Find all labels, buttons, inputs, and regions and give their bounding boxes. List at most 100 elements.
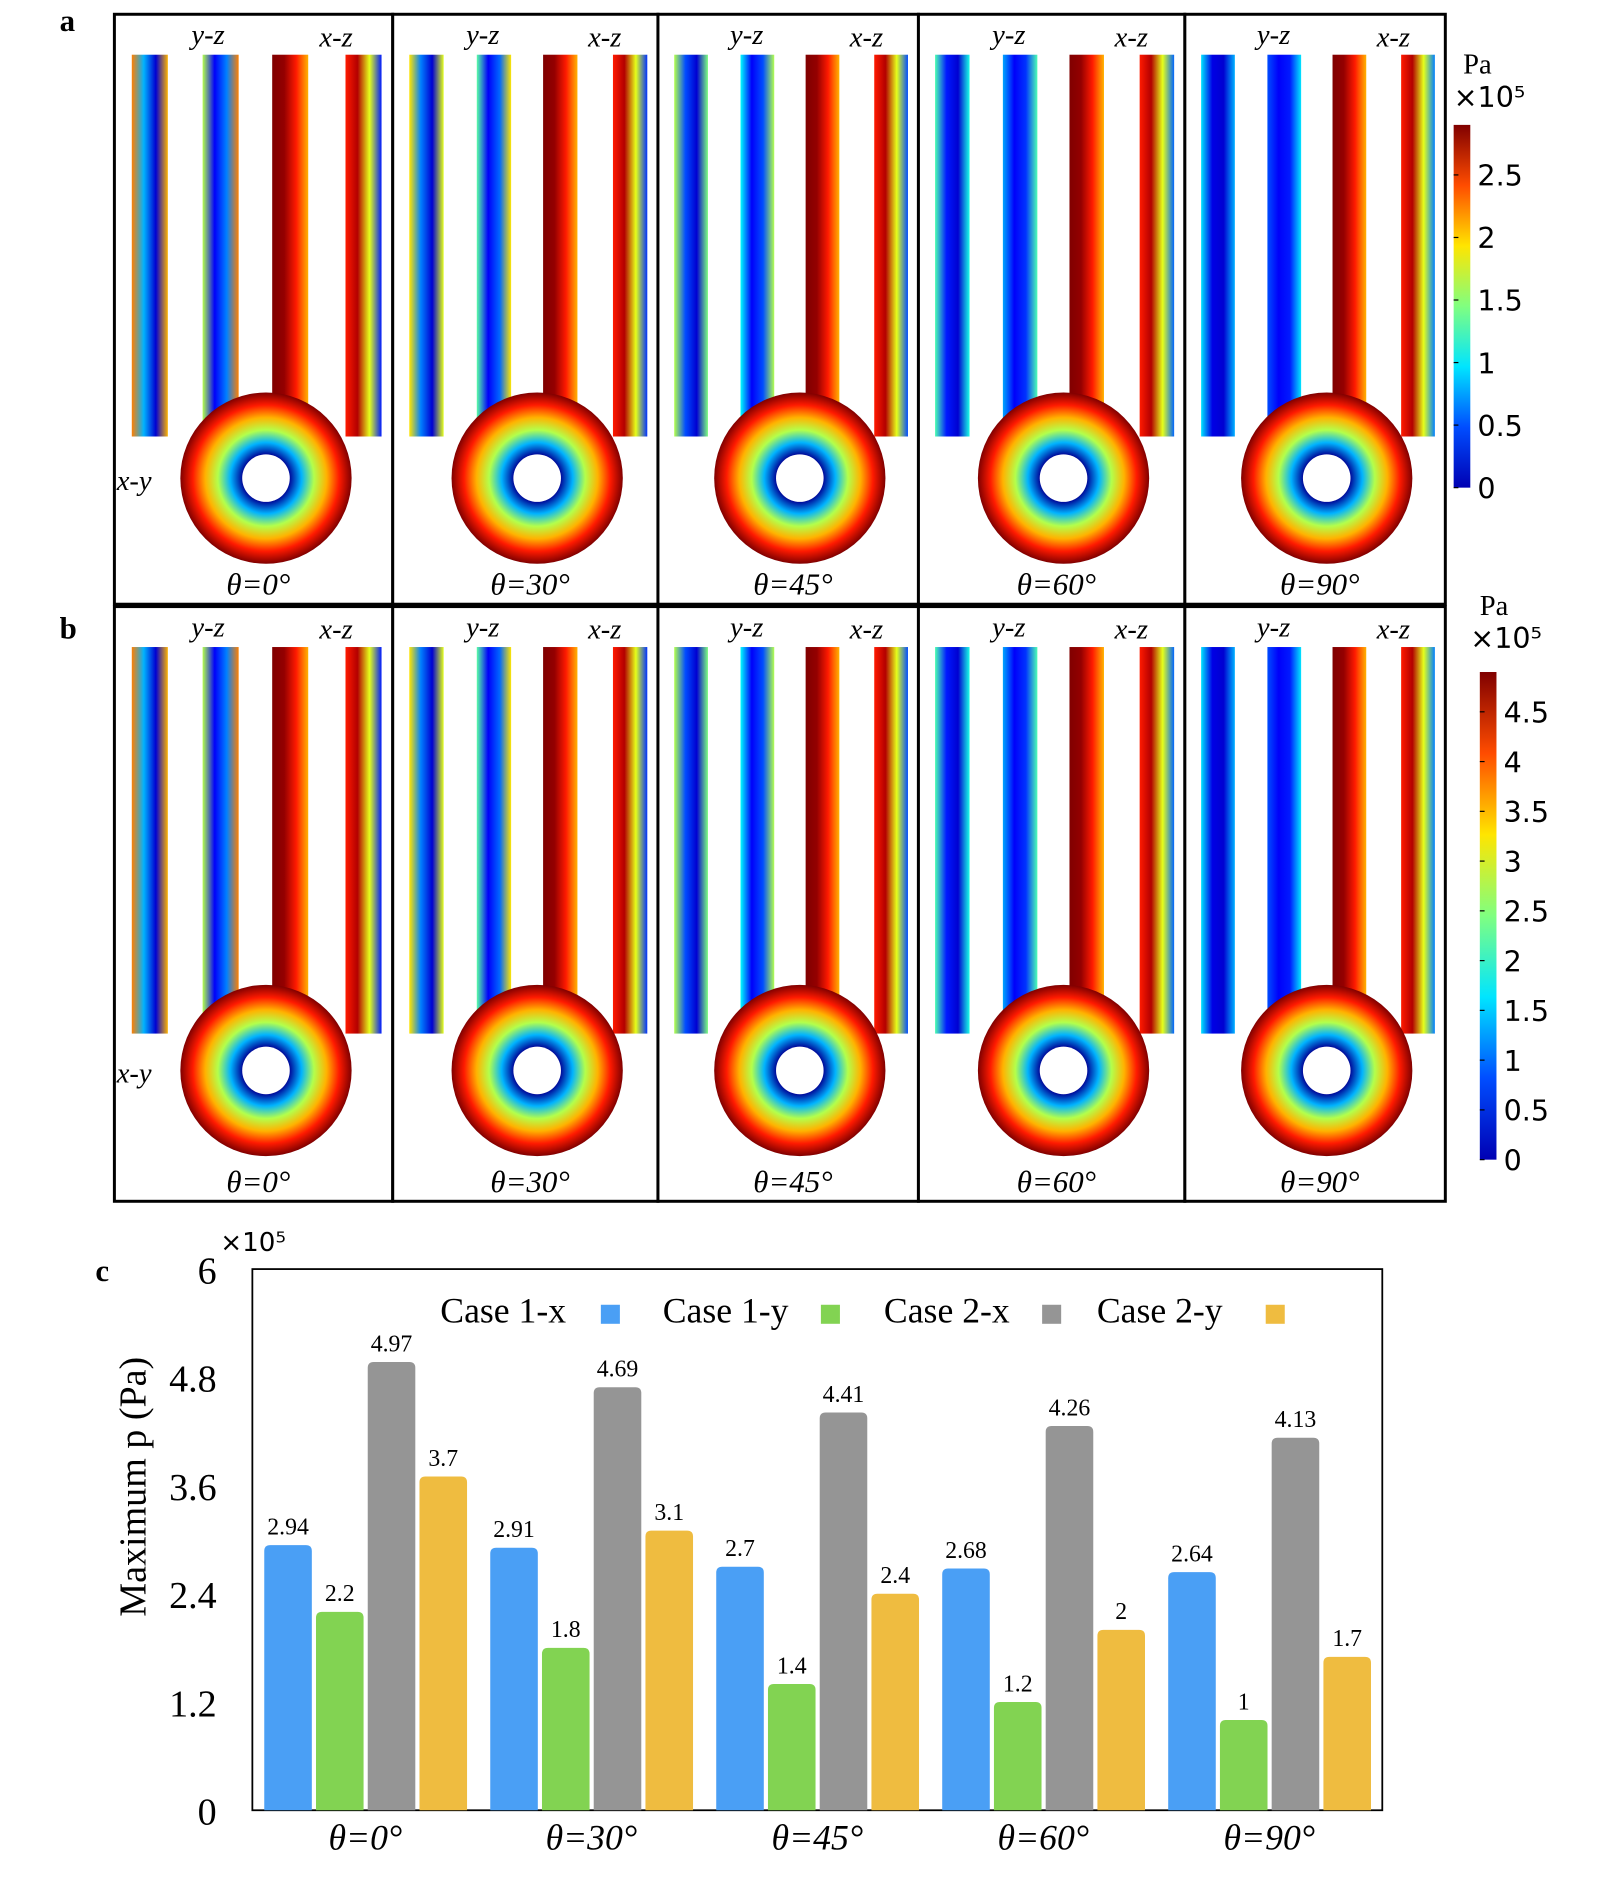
angle-label: θ=0° xyxy=(226,567,290,602)
b-panel-0: y-z x-z x-y θ=0° xyxy=(112,605,395,1203)
bar-value-label: 4.41 xyxy=(823,1382,865,1408)
bar-value-label: 2 xyxy=(1115,1599,1127,1625)
yz-section-strip xyxy=(131,647,168,1034)
bar-value-label: 4.13 xyxy=(1275,1407,1317,1433)
xz-label: x-z xyxy=(318,615,352,646)
ring-hole xyxy=(242,454,290,502)
legend-swatch xyxy=(1042,1304,1062,1324)
colorbar-gradient xyxy=(1479,672,1497,1160)
bar-value-label: 2.2 xyxy=(325,1581,355,1607)
bar-case-1-y xyxy=(541,1647,590,1811)
colorbar-tick-label: 0.5 xyxy=(1477,410,1522,443)
colorbar-tick-label: 1.5 xyxy=(1504,995,1549,1028)
colorbar-tick-label: 1 xyxy=(1477,347,1495,380)
bar-case-2-y xyxy=(1323,1656,1371,1811)
a-panel-4: y-z x-z θ=90° xyxy=(1183,12,1447,606)
xz-section-strip xyxy=(1139,54,1175,437)
xy-label: x-y xyxy=(116,466,152,497)
a-panel-3: y-z x-z θ=60° xyxy=(916,12,1187,606)
yz-label: y-z xyxy=(463,612,499,643)
panel-b-contours: y-z x-z x-y θ=0° y-z x-z θ=30° y-z x-z θ=45° y-z x-… xyxy=(112,605,1447,1203)
colorbar-scale: ×10⁵ xyxy=(1454,81,1526,114)
angle-label: θ=30° xyxy=(490,567,569,602)
angle-label: θ=90° xyxy=(1280,1164,1359,1199)
yz-section-strip xyxy=(1201,647,1235,1034)
bar-case-1-x xyxy=(264,1545,312,1811)
xy-label: x-y xyxy=(116,1058,152,1089)
xz-label: x-z xyxy=(1376,615,1410,646)
x-tick-label: θ=45° xyxy=(772,1818,864,1858)
xz-section-strip xyxy=(272,54,309,437)
bar-case-2-x xyxy=(593,1387,642,1811)
bar-case-2-y xyxy=(1097,1629,1146,1811)
bar-value-label: 1.7 xyxy=(1332,1626,1362,1652)
y-scale-label: ×10⁵ xyxy=(220,1228,286,1258)
xz-label: x-z xyxy=(318,22,352,53)
bar-case-2-y xyxy=(871,1593,920,1811)
x-tick-label: θ=0° xyxy=(329,1818,403,1858)
yz-section-strip xyxy=(1002,647,1038,1034)
bar-case-1-y xyxy=(1219,1720,1268,1811)
bar-value-label: 2.94 xyxy=(267,1514,309,1540)
yz-label: y-z xyxy=(188,612,224,643)
y-tick-label: 4.8 xyxy=(169,1359,217,1401)
xz-section-strip xyxy=(272,647,309,1034)
yz-section-strip xyxy=(476,54,512,437)
bar-case-1-y xyxy=(993,1702,1042,1811)
xz-section-strip xyxy=(1332,647,1367,1034)
yz-section-strip xyxy=(740,54,775,437)
colorbar-tick-label: 3 xyxy=(1504,846,1522,879)
y-tick-label: 6 xyxy=(198,1250,217,1292)
xz-section-strip xyxy=(1332,54,1367,437)
yz-label: y-z xyxy=(188,20,224,51)
xz-section-strip xyxy=(1401,54,1435,437)
angle-label: θ=60° xyxy=(1017,567,1096,602)
yz-section-strip xyxy=(1267,54,1302,437)
y-tick-label: 1.2 xyxy=(169,1683,217,1725)
yz-section-strip xyxy=(740,647,775,1034)
xz-section-strip xyxy=(1139,647,1175,1034)
bar-value-label: 2.4 xyxy=(880,1563,910,1589)
xz-section-strip xyxy=(874,54,908,437)
xz-section-strip xyxy=(612,647,648,1034)
yz-section-strip xyxy=(409,647,444,1034)
ring-hole xyxy=(776,454,824,502)
bar-case-1-x xyxy=(1168,1572,1216,1811)
bar-case-2-x xyxy=(367,1361,416,1811)
bar-value-label: 3.1 xyxy=(654,1500,684,1526)
bar-chart: 0 1.2 2.4 3.6 4.8 6×10⁵ Maximum p (Pa) 2.94 2.2 4… xyxy=(112,1228,1384,1858)
angle-label: θ=90° xyxy=(1280,567,1359,602)
colorbar-b: Pa×10⁵ 0 0.5 1 1.5 2 2.5 3 3.5 4 4.5 xyxy=(1470,591,1549,1177)
colorbar-a: Pa×10⁵ 0 0.5 1 1.5 2 2.5 xyxy=(1453,50,1526,505)
bar-value-label: 2.7 xyxy=(725,1536,755,1562)
bar-case-2-x xyxy=(1045,1426,1094,1811)
ring-hole xyxy=(776,1046,824,1095)
colorbar-tick-label: 0.5 xyxy=(1504,1095,1549,1128)
yz-section-strip xyxy=(674,54,708,437)
yz-label: y-z xyxy=(727,20,763,51)
xz-label: x-z xyxy=(849,615,883,646)
y-tick-label: 2.4 xyxy=(169,1575,217,1617)
bar-case-1-x xyxy=(716,1566,764,1811)
xz-label: x-z xyxy=(587,615,621,646)
xz-section-strip xyxy=(874,647,908,1034)
ring-hole xyxy=(1039,1046,1088,1095)
bar-value-label: 1.2 xyxy=(1003,1671,1033,1697)
panel-label-b: b xyxy=(60,611,77,646)
xz-section-strip xyxy=(805,54,840,437)
ring-hole xyxy=(242,1046,290,1095)
yz-section-strip xyxy=(1002,54,1038,437)
colorbar-tick-label: 3.5 xyxy=(1504,796,1549,829)
ring-hole xyxy=(513,454,561,502)
yz-label: y-z xyxy=(727,612,763,643)
angle-label: θ=0° xyxy=(226,1164,290,1199)
x-tick-label: θ=60° xyxy=(998,1818,1090,1858)
panel-a-contours: y-z x-z x-y θ=0° y-z x-z θ=30° y-z x-z θ=45° y-z x-… xyxy=(112,12,1447,606)
legend-swatch xyxy=(600,1304,620,1324)
bar-value-label: 4.97 xyxy=(371,1331,413,1357)
angle-label: θ=30° xyxy=(490,1164,569,1199)
legend-swatch xyxy=(820,1304,840,1324)
bar-value-label: 1 xyxy=(1238,1689,1250,1715)
legend-label: Case 2-x xyxy=(884,1291,1010,1331)
ring-hole xyxy=(513,1046,561,1095)
